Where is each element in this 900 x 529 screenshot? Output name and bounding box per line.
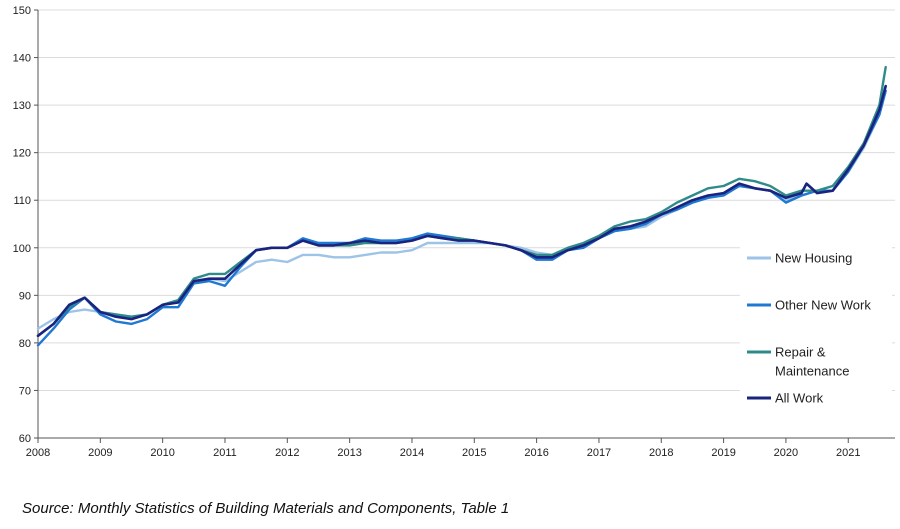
y-tick-label-90: 90 — [19, 290, 31, 302]
x-tick-label-2019: 2019 — [711, 447, 735, 459]
legend: New Housing Other New Work Repair & Mainten… — [740, 236, 892, 416]
y-tick-label-100: 100 — [13, 243, 31, 255]
legend-label-line: Maintenance — [775, 364, 849, 379]
x-tick-label-2015: 2015 — [462, 447, 486, 459]
x-tick-label-2016: 2016 — [524, 447, 548, 459]
legend-label-line: All Work — [775, 391, 824, 406]
series-line-all-work — [36, 84, 887, 338]
x-tick-label-2021: 2021 — [836, 447, 860, 459]
legend-label-other-new-work: Other New Work — [775, 298, 871, 313]
axes — [37, 10, 895, 439]
series-lines — [36, 65, 887, 347]
x-tick-label-2013: 2013 — [337, 447, 361, 459]
y-tick-label-140: 140 — [13, 53, 31, 65]
x-tick-label-2008: 2008 — [26, 447, 50, 459]
y-tick-label-120: 120 — [13, 148, 31, 160]
x-tick-label-2010: 2010 — [150, 447, 174, 459]
y-axis-ticks: 60 70 80 90 100 110 120 130 140 150 — [13, 5, 38, 445]
x-tick-label-2009: 2009 — [88, 447, 112, 459]
x-tick-label-2012: 2012 — [275, 447, 299, 459]
legend-label-all-work: All Work — [775, 391, 824, 406]
x-tick-label-2018: 2018 — [649, 447, 673, 459]
legend-label-line: New Housing — [775, 251, 852, 266]
x-tick-label-2020: 2020 — [774, 447, 798, 459]
y-tick-label-80: 80 — [19, 338, 31, 350]
y-tick-label-150: 150 — [13, 5, 31, 17]
legend-label-repair-maintenance: Repair & Maintenance — [775, 345, 849, 379]
x-tick-label-2011: 2011 — [213, 447, 237, 459]
source-note: Source: Monthly Statistics of Building M… — [22, 500, 510, 517]
legend-label-new-housing: New Housing — [775, 251, 852, 266]
x-tick-label-2017: 2017 — [587, 447, 611, 459]
y-tick-label-110: 110 — [13, 195, 31, 207]
x-axis-ticks: 2008 2009 2010 2011 2012 2013 2014 2015 2016 2017… — [26, 438, 860, 459]
legend-label-line: Other New Work — [775, 298, 871, 313]
y-tick-label-60: 60 — [19, 433, 31, 445]
x-tick-label-2014: 2014 — [400, 447, 424, 459]
legend-label-line: Repair & — [775, 345, 826, 360]
legend-background — [740, 236, 892, 416]
y-tick-label-70: 70 — [19, 385, 31, 397]
y-tick-label-130: 130 — [13, 100, 31, 112]
